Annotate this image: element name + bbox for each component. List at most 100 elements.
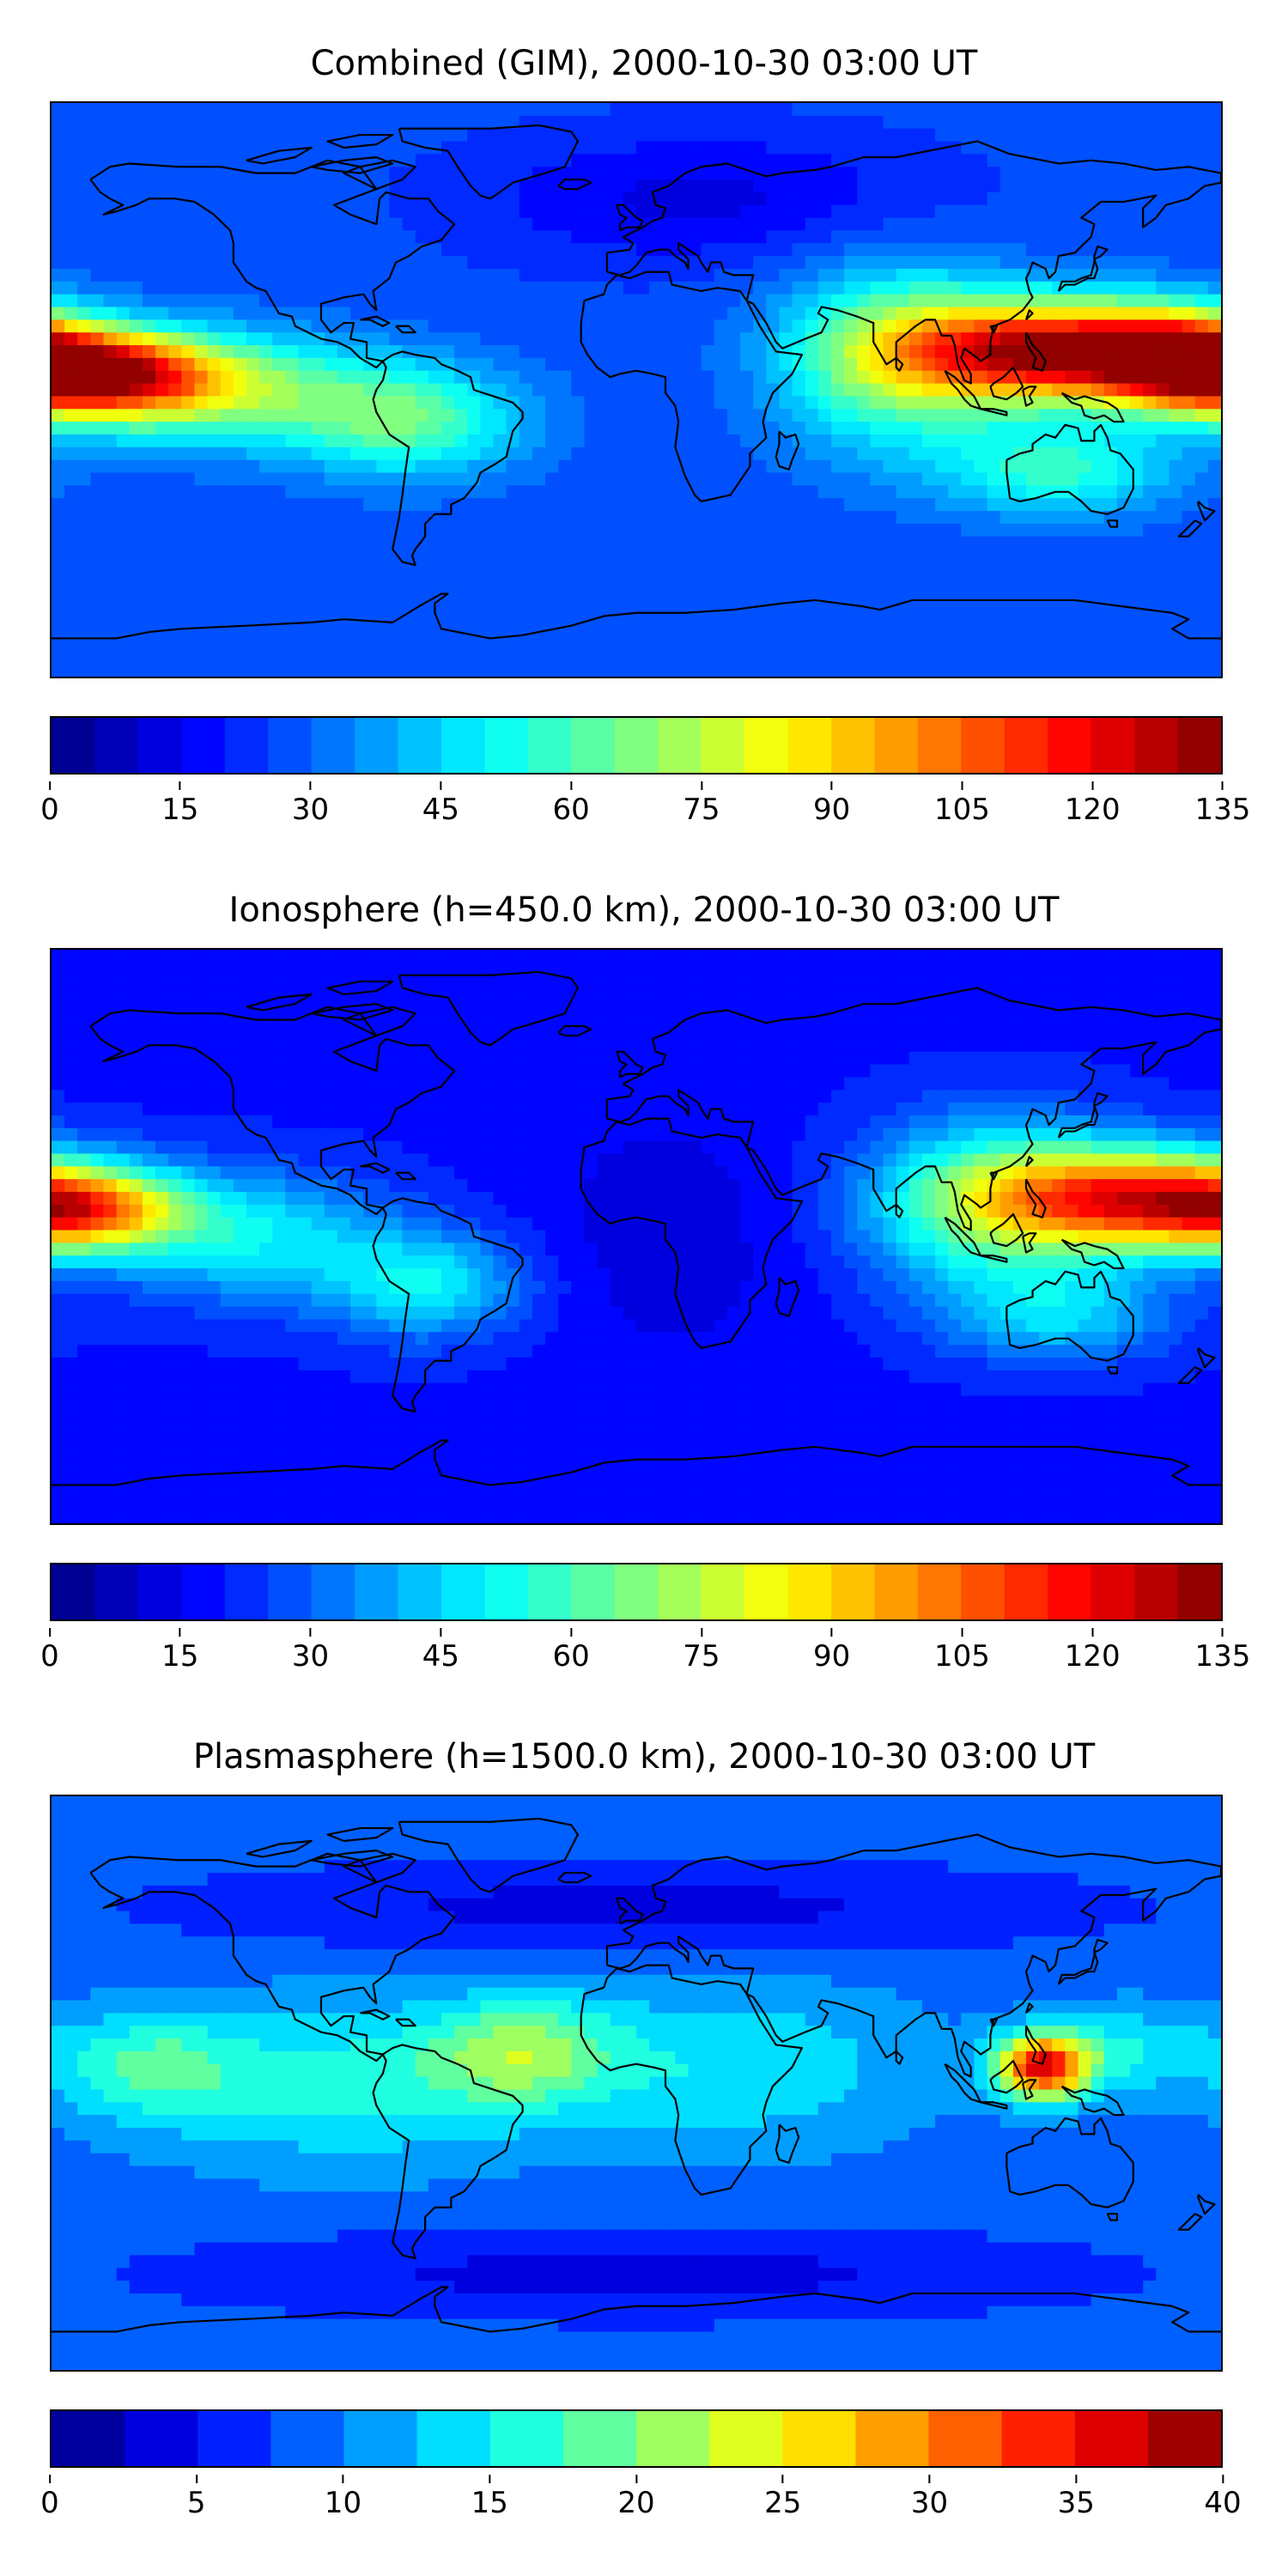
coastline-10 xyxy=(944,2063,982,2104)
coastline-24 xyxy=(395,2018,416,2027)
colorbar-segment xyxy=(440,718,486,773)
coastline-10 xyxy=(944,1216,982,1257)
colorbar-segment xyxy=(744,718,789,773)
coastlines xyxy=(52,124,1221,640)
colorbar-segment xyxy=(1048,1564,1092,1619)
colorbar-tick-label: 30 xyxy=(291,1628,330,1674)
coastline-16 xyxy=(1197,501,1216,522)
coastline-17 xyxy=(1177,1366,1203,1384)
map-plasmasphere xyxy=(50,1795,1223,2372)
colorbar-tick-label: 120 xyxy=(1064,781,1121,827)
coastline-13 xyxy=(1022,1232,1037,1254)
coastline-13 xyxy=(1022,2079,1037,2100)
colorbar-segment xyxy=(1134,718,1179,773)
coastline-19 xyxy=(1106,519,1119,528)
coastline-24 xyxy=(395,325,416,334)
coastline-15 xyxy=(1024,331,1047,372)
colorbar-segment xyxy=(527,1564,572,1619)
coastline-20 xyxy=(895,357,904,372)
coastline-9 xyxy=(1057,1091,1109,1139)
coastline-14 xyxy=(1060,392,1125,423)
colorbar-ticks-ionosphere: 0 15 30 45 60 75 90 105 120 135 xyxy=(40,1628,1250,1681)
colorbar-segment xyxy=(1091,718,1135,773)
colorbar-segment xyxy=(787,1564,832,1619)
colorbar-tick-label: 60 xyxy=(552,781,590,827)
panel-title-ionosphere: Ionosphere (h=450.0 km), 2000-10-30 03:0… xyxy=(228,890,1060,930)
colorbar-segment xyxy=(311,1564,355,1619)
coastline-25 xyxy=(311,1003,394,1021)
colorbar-segment xyxy=(658,718,702,773)
colorbar-segment xyxy=(961,1564,1005,1619)
colorbar-segment xyxy=(874,1564,919,1619)
colorbar-segment xyxy=(1004,1564,1048,1619)
coastline-8 xyxy=(557,1024,592,1037)
coastline-17 xyxy=(1177,519,1203,538)
colorbar-segment xyxy=(614,1564,659,1619)
coastline-2 xyxy=(580,270,804,503)
colorbar-tick-label: 105 xyxy=(933,1628,990,1674)
coastline-0 xyxy=(89,1852,456,2063)
coastline-12 xyxy=(989,1212,1024,1248)
colorbar-segment xyxy=(398,1564,442,1619)
coastline-6 xyxy=(398,970,579,1047)
coastline-11 xyxy=(980,2101,1008,2110)
coastline-27 xyxy=(326,133,394,149)
colorbar-tick-label: 40 xyxy=(1204,2475,1242,2520)
coastline-11 xyxy=(980,1255,1008,1263)
coastline-8 xyxy=(557,1871,592,1884)
map-combined xyxy=(50,101,1223,678)
coastline-18 xyxy=(775,1277,800,1317)
map-combined-svg xyxy=(52,103,1221,677)
coastline-5 xyxy=(52,2286,1221,2333)
colorbar-segment xyxy=(1004,718,1048,773)
coastline-7 xyxy=(616,1050,644,1078)
coastline-6 xyxy=(398,1817,579,1893)
field-plasmasphere xyxy=(52,1796,1221,2370)
colorbar-ticks-plasmasphere: 0 5 10 15 20 25 30 35 40 xyxy=(40,2475,1242,2528)
colorbar-segment xyxy=(268,1564,313,1619)
map-ionosphere xyxy=(50,948,1223,1525)
colorbar-segment xyxy=(398,718,442,773)
coastlines xyxy=(52,1817,1221,2333)
colorbar-tick-label: 5 xyxy=(186,2475,206,2520)
colorbar-segment xyxy=(268,718,313,773)
coastline-21 xyxy=(1024,2002,1034,2014)
colorbar-segment xyxy=(636,2411,710,2466)
colorbar-tick-label: 20 xyxy=(617,2475,655,2520)
coastline-28 xyxy=(343,159,416,191)
coastline-17 xyxy=(1177,2213,1203,2231)
colorbar-tick-label: 45 xyxy=(422,781,459,827)
coastline-2 xyxy=(580,1964,804,2196)
colorbar-tick-label: 0 xyxy=(40,1628,59,1674)
colorbar-segment xyxy=(928,2411,1003,2466)
colorbar-tick-label: 90 xyxy=(813,781,851,827)
colorbar-segment xyxy=(782,2411,856,2466)
colorbar-segment xyxy=(1001,2411,1076,2466)
colorbar-tick-label: 135 xyxy=(1194,781,1251,827)
coastline-12 xyxy=(989,366,1024,401)
colorbar-segment xyxy=(311,718,355,773)
colorbar-tick-label: 120 xyxy=(1064,1628,1121,1674)
coastline-28 xyxy=(343,1005,416,1037)
colorbar-tick-label: 60 xyxy=(552,1628,590,1674)
coastline-23 xyxy=(360,1162,391,1174)
coastline-28 xyxy=(343,1852,416,1884)
field-ionosphere xyxy=(52,950,1221,1523)
colorbar-segment xyxy=(197,2411,271,2466)
coastline-22 xyxy=(989,1171,999,1181)
coastline-9 xyxy=(1057,245,1109,292)
coastline-18 xyxy=(775,430,800,471)
coastline-0 xyxy=(89,1005,456,1216)
map-plasmasphere-svg xyxy=(52,1796,1221,2370)
colorbar-segment xyxy=(416,2411,491,2466)
colorbar-segment xyxy=(489,2411,564,2466)
colorbar-tick-label: 15 xyxy=(161,781,199,827)
coastline-8 xyxy=(557,178,592,191)
colorbar-segment xyxy=(484,1564,529,1619)
coastline-1 xyxy=(372,2044,524,2260)
colorbar-tick-label: 35 xyxy=(1057,2475,1095,2520)
colorbar-segment xyxy=(1091,1564,1135,1619)
colorbar-segment xyxy=(125,2411,198,2466)
coastline-6 xyxy=(398,124,579,200)
colorbar-segment xyxy=(137,718,182,773)
